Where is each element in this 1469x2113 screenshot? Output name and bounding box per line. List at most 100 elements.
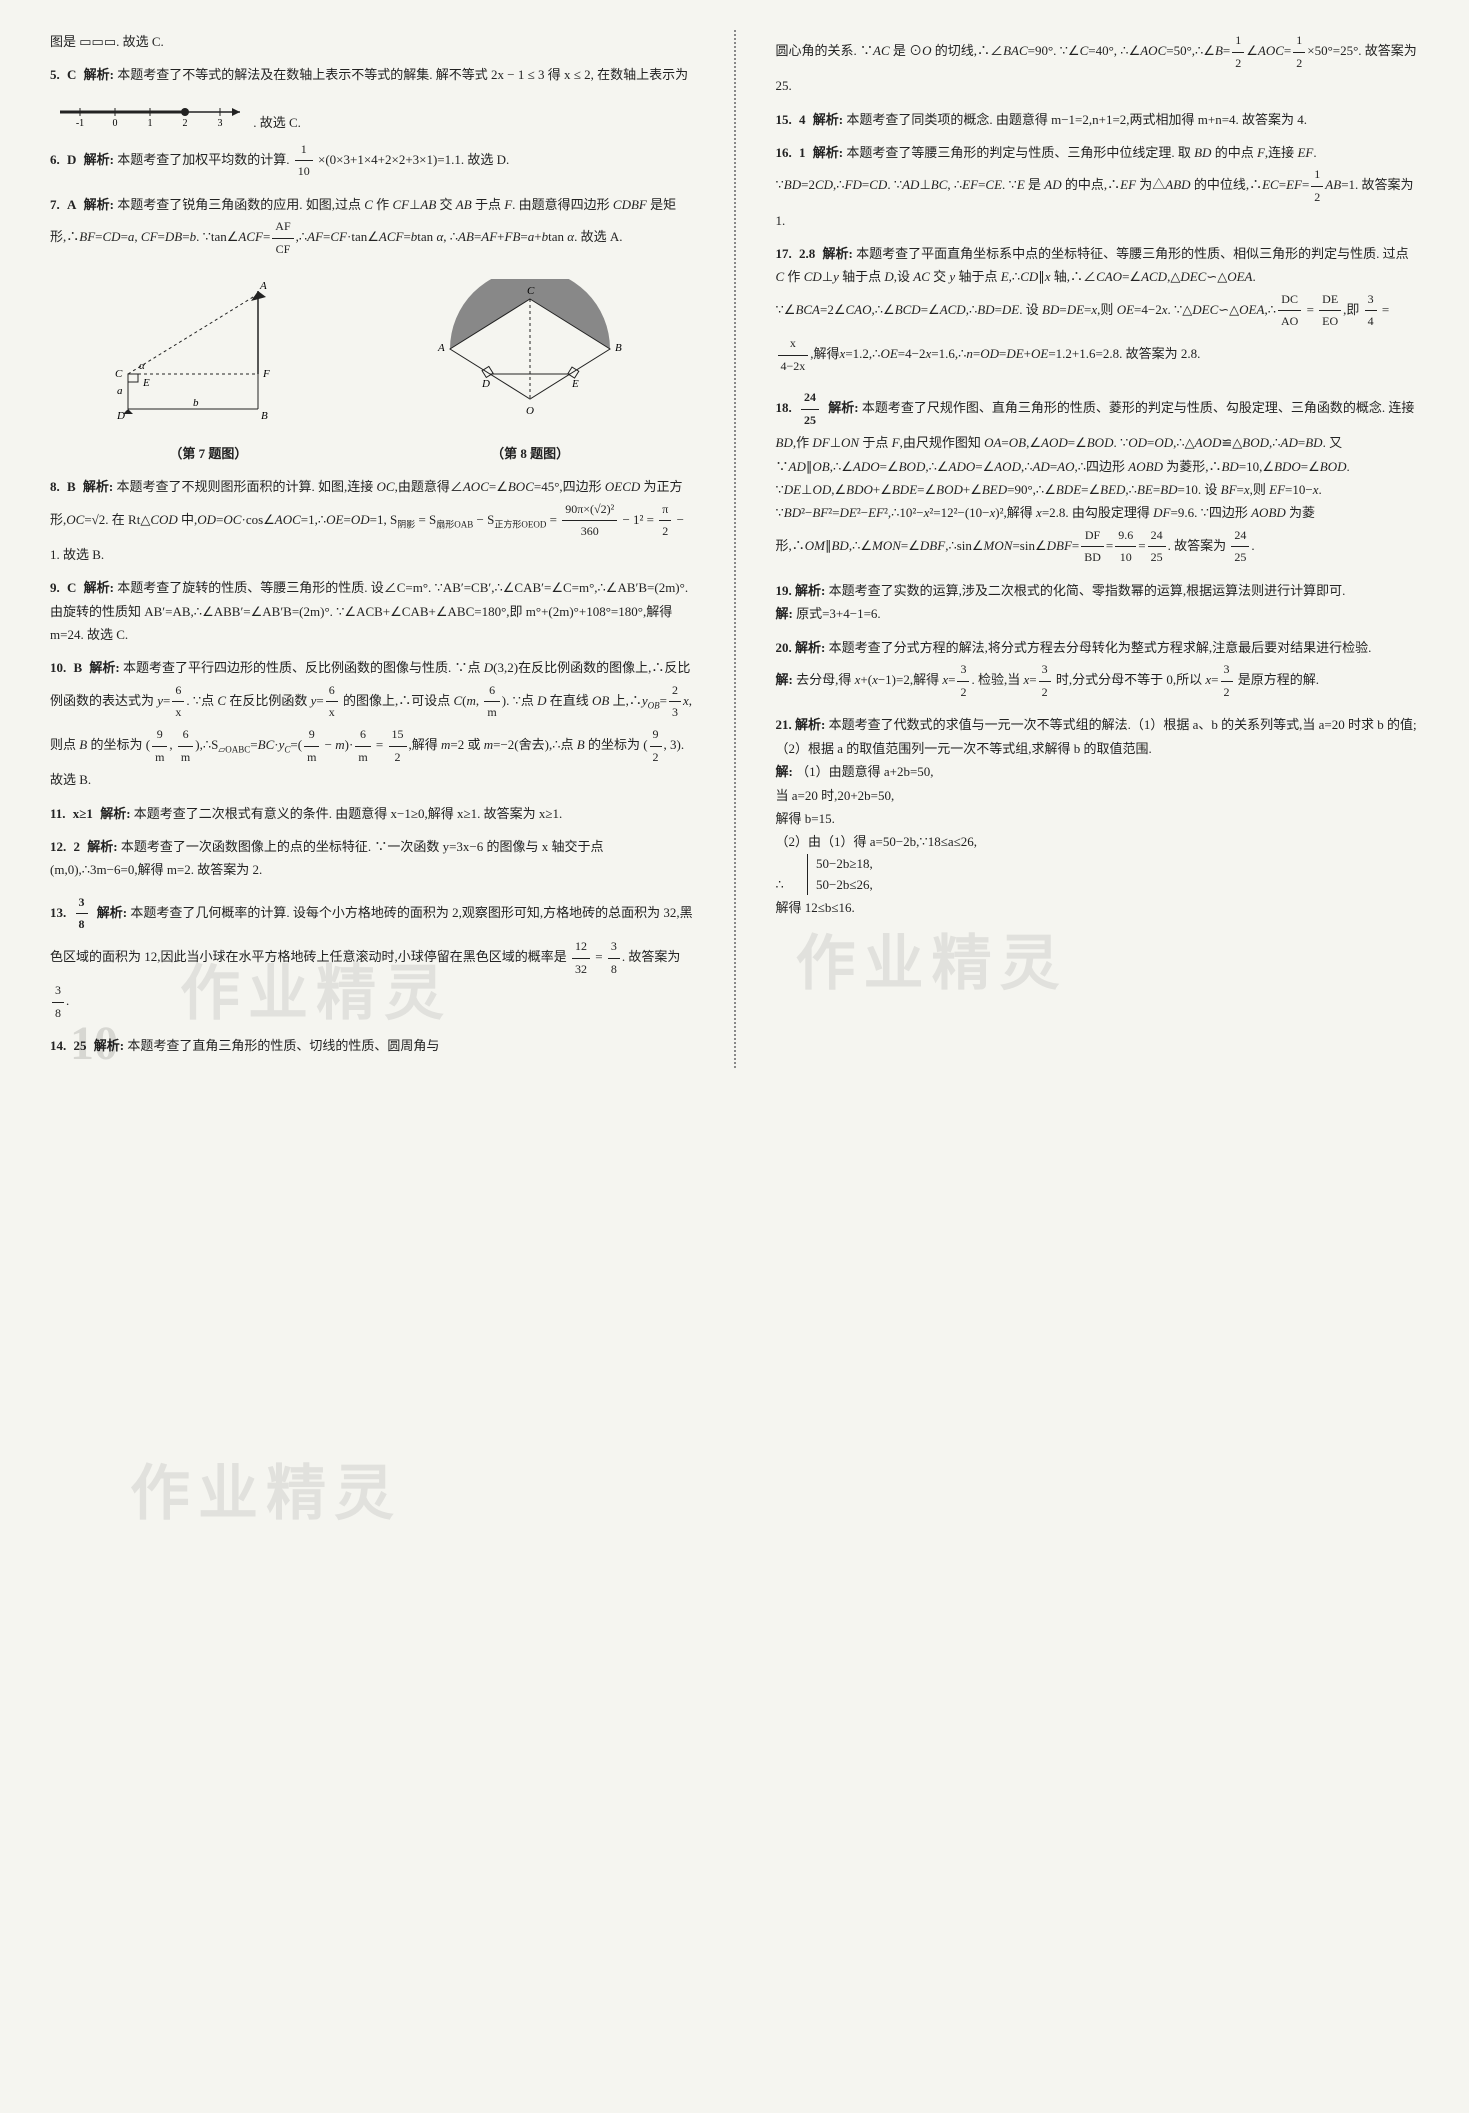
q15-ans: 4 xyxy=(799,112,806,127)
q13-num: 13. xyxy=(50,905,66,920)
fig7-caption: （第 7 题图） xyxy=(103,442,313,465)
q12-text: 本题考查了一次函数图像上的点的坐标特征. ∵一次函数 y=3x−6 的图像与 x… xyxy=(50,839,604,877)
q21-sol3: 解得 b=15. xyxy=(776,811,835,826)
svg-text:C: C xyxy=(527,285,535,297)
q5-label: 解析: xyxy=(84,67,114,82)
watermark: 作业精灵 xyxy=(796,910,1068,1018)
svg-text:-1: -1 xyxy=(76,118,84,127)
q10-text: 本题考查了平行四边形的性质、反比例函数的图像与性质. ∵点 D(3,2)在反比例… xyxy=(50,660,692,787)
question-12: 12. 2 解析: 本题考查了一次函数图像上的点的坐标特征. ∵一次函数 y=3… xyxy=(50,835,694,882)
svg-text:F: F xyxy=(262,368,270,380)
svg-text:C: C xyxy=(115,368,123,380)
q7-num: 7. xyxy=(50,197,60,212)
q15-num: 15. xyxy=(776,112,792,127)
svg-text:b: b xyxy=(193,397,199,409)
question-10: 10. B 解析: 本题考查了平行四边形的性质、反比例函数的图像与性质. ∵点 … xyxy=(50,656,694,791)
q6-ans: D xyxy=(67,152,76,167)
q8-label: 解析: xyxy=(83,479,113,494)
svg-text:A: A xyxy=(259,280,267,292)
question-17: 17. 2.8 解析: 本题考查了平面直角坐标系中点的坐标特征、等腰三角形的性质… xyxy=(776,242,1420,377)
question-5: 5. C 解析: 本题考查了不等式的解法及在数轴上表示不等式的解集. 解不等式 … xyxy=(50,63,694,86)
figure-7: A C α a E b D B F （第 7 题图） xyxy=(103,279,313,466)
q11-num: 11. xyxy=(50,806,66,821)
q8-num: 8. xyxy=(50,479,60,494)
q20-num: 20. xyxy=(776,640,792,655)
svg-text:B: B xyxy=(615,342,622,354)
q9-text: 本题考查了旋转的性质、等腰三角形的性质. 设∠C=m°. ∵AB′=CB′,∴∠… xyxy=(50,580,688,642)
q5-num: 5. xyxy=(50,67,60,82)
q8-text: 本题考查了不规则图形面积的计算. 如图,连接 OC,由题意得∠AOC=∠BOC=… xyxy=(50,479,684,562)
q21-sol2: 当 a=20 时,20+2b=50, xyxy=(776,788,895,803)
q18-label: 解析: xyxy=(828,400,858,415)
question-13: 13. 38 解析: 本题考查了几何概率的计算. 设每个小方格地砖的面积为 2,… xyxy=(50,892,694,1025)
question-9: 9. C 解析: 本题考查了旋转的性质、等腰三角形的性质. 设∠C=m°. ∵A… xyxy=(50,576,694,646)
svg-text:E: E xyxy=(142,377,150,389)
q9-label: 解析: xyxy=(84,580,114,595)
page-number: 10 xyxy=(70,1001,118,1087)
q14-cont-text: 圆心角的关系. ∵AC 是 ⊙O 的切线,∴∠BAC=90°. ∵∠C=40°,… xyxy=(776,43,1417,93)
svg-text:0: 0 xyxy=(113,118,118,127)
question-7: 7. A 解析: 本题考查了锐角三角函数的应用. 如图,过点 C 作 CF⊥AB… xyxy=(50,193,694,261)
q16-ans: 1 xyxy=(799,145,806,160)
q19-sol-label: 解: xyxy=(776,606,793,621)
q10-ans: B xyxy=(74,660,83,675)
q21-sol4: （2）由（1）得 a=50−2b,∵18≤a≤26, xyxy=(776,834,978,849)
q21-therefore: ∴ xyxy=(776,877,784,892)
q15-label: 解析: xyxy=(813,112,843,127)
q8-ans: B xyxy=(67,479,76,494)
q5-tail: . 故选 C. xyxy=(253,115,301,130)
svg-text:α: α xyxy=(139,360,145,372)
question-15: 15. 4 解析: 本题考查了同类项的概念. 由题意得 m−1=2,n+1=2,… xyxy=(776,108,1420,131)
question-18: 18. 2425 解析: 本题考查了尺规作图、直角三角形的性质、菱形的判定与性质… xyxy=(776,387,1420,569)
question-8: 8. B 解析: 本题考查了不规则图形面积的计算. 如图,连接 OC,由题意得∠… xyxy=(50,475,694,566)
q19-label: 解析: xyxy=(795,583,825,598)
q11-label: 解析: xyxy=(100,806,130,821)
question-20: 20. 解析: 本题考查了分式方程的解法,将分式方程去分母转化为整式方程求解,注… xyxy=(776,636,1420,704)
q21-text: 本题考查了代数式的求值与一元一次不等式组的解法.（1）根据 a、b 的关系列等式… xyxy=(776,717,1417,755)
q18-ans: 2425 xyxy=(799,400,821,415)
q21-label: 解析: xyxy=(795,717,825,732)
q14-text: 本题考查了直角三角形的性质、切线的性质、圆周角与 xyxy=(127,1038,439,1053)
q7-text: 本题考查了锐角三角函数的应用. 如图,过点 C 作 CF⊥AB 交 AB 于点 … xyxy=(50,197,676,244)
right-column: 作业精灵 圆心角的关系. ∵AC 是 ⊙O 的切线,∴∠BAC=90°. ∵∠C… xyxy=(776,30,1420,1068)
left-column: 作业精灵 作业精灵 10 图是 ▭▭▭. 故选 C. 5. C 解析: 本题考查… xyxy=(50,30,694,1068)
q17-label: 解析: xyxy=(823,246,853,261)
svg-text:3: 3 xyxy=(218,118,223,127)
svg-text:1: 1 xyxy=(148,118,153,127)
q14-continued: 圆心角的关系. ∵AC 是 ⊙O 的切线,∴∠BAC=90°. ∵∠C=40°,… xyxy=(776,30,1420,98)
q18-text: 本题考查了尺规作图、直角三角形的性质、菱形的判定与性质、勾股定理、三角函数的概念… xyxy=(776,400,1415,553)
svg-text:E: E xyxy=(571,378,579,390)
q13-label: 解析: xyxy=(97,905,127,920)
q14-num: 14. xyxy=(50,1038,66,1053)
q20-text: 本题考查了分式方程的解法,将分式方程去分母转化为整式方程求解,注意最后要对结果进… xyxy=(829,640,1372,655)
question-16: 16. 1 解析: 本题考查了等腰三角形的判定与性质、三角形中位线定理. 取 B… xyxy=(776,141,1420,232)
figure-8: C A B D E O （第 8 题图） xyxy=(420,279,640,466)
question-11: 11. x≥1 解析: 本题考查了二次根式有意义的条件. 由题意得 x−1≥0,… xyxy=(50,802,694,825)
q6-label: 解析: xyxy=(84,152,114,167)
svg-text:D: D xyxy=(116,410,125,422)
question-21: 21. 解析: 本题考查了代数式的求值与一元一次不等式组的解法.（1）根据 a、… xyxy=(776,713,1420,919)
question-19: 19. 解析: 本题考查了实数的运算,涉及二次根式的化简、零指数幂的运算,根据运… xyxy=(776,579,1420,626)
svg-text:B: B xyxy=(261,410,268,422)
q7-ans: A xyxy=(67,197,76,212)
q5-ans: C xyxy=(67,67,76,82)
q17-num: 17. xyxy=(776,246,792,261)
q10-num: 10. xyxy=(50,660,66,675)
svg-text:A: A xyxy=(437,342,445,354)
q6-math: ×(0×3+1×4+2×2+3×1)=1.1. 故选 D. xyxy=(318,152,509,167)
question-14: 14. 25 解析: 本题考查了直角三角形的性质、切线的性质、圆周角与 xyxy=(50,1034,694,1057)
q15-text: 本题考查了同类项的概念. 由题意得 m−1=2,n+1=2,两式相加得 m+n=… xyxy=(846,112,1307,127)
q5-text: 本题考查了不等式的解法及在数轴上表示不等式的解集. 解不等式 2x − 1 ≤ … xyxy=(117,67,688,82)
q9-ans: C xyxy=(67,580,76,595)
q21-sys1: 50−2b≥18, xyxy=(816,856,873,871)
q12-num: 12. xyxy=(50,839,66,854)
q20-label: 解析: xyxy=(795,640,825,655)
q20-sol-label: 解: xyxy=(776,672,793,687)
q9-num: 9. xyxy=(50,580,60,595)
q20-sol: 去分母,得 x+(x−1)=2,解得 x=32. 检验,当 x=32 时,分式分… xyxy=(796,672,1319,687)
svg-text:O: O xyxy=(526,405,534,417)
q17-ans: 2.8 xyxy=(799,246,815,261)
q17-text: 本题考查了平面直角坐标系中点的坐标特征、等腰三角形的性质、相似三角形的判定与性质… xyxy=(776,246,1409,361)
q10-label: 解析: xyxy=(89,660,119,675)
q19-sol: 原式=3+4−1=6. xyxy=(796,606,881,621)
